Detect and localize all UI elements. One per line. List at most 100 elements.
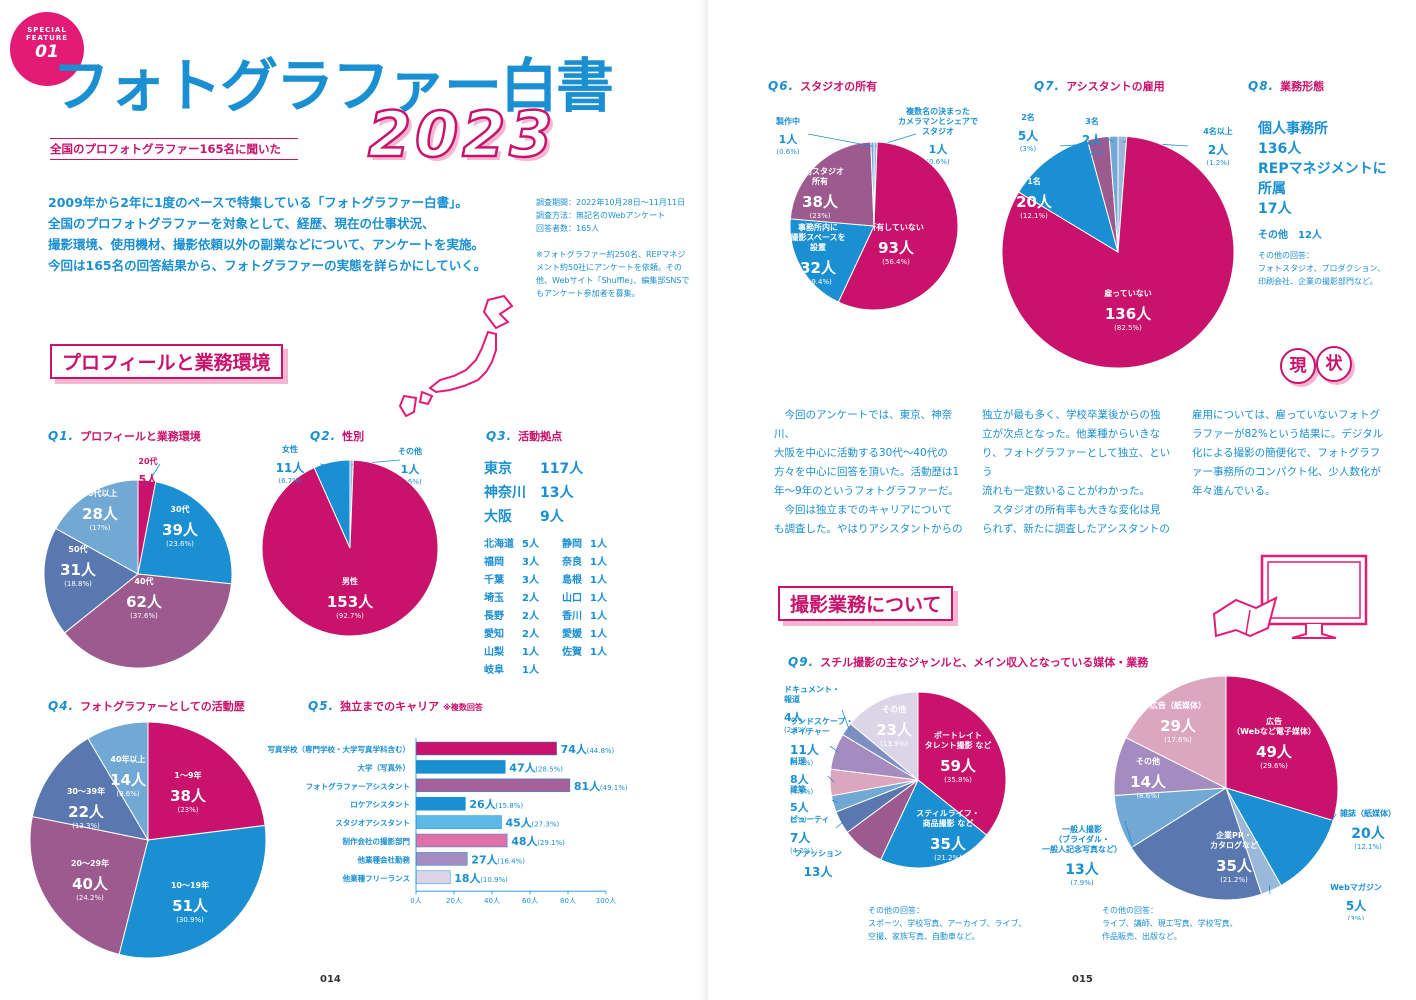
location-name: 香川 (562, 611, 582, 622)
q8-content: 個人事務所 136人 REPマネジメントに 所属 17人 その他 12人 その他… (1258, 118, 1408, 288)
slice-percent: (30.9%) (176, 916, 204, 924)
slice-count: 32人 (800, 259, 837, 277)
title-subtitle: 全国のプロフォトグラファー165名に聞いた (50, 138, 298, 160)
slice-count: 20人 (1016, 193, 1053, 211)
slice-percent: (21.2%) (1220, 876, 1248, 884)
q9-other-left: その他の回答： スポーツ、学校写真、アーカイブ、ライブ、 空撮、家族写真、自動車… (868, 906, 1027, 941)
slice-percent: (23%) (809, 212, 830, 220)
bar (415, 815, 502, 829)
location-row: 東京 117人 (484, 458, 597, 482)
location-name: 愛知 (484, 629, 504, 640)
slice-percent: (29.6%) (1260, 762, 1288, 770)
location-count: 117人 (540, 461, 584, 477)
pie-slice (31, 737, 150, 841)
leader-line (827, 775, 835, 783)
slice-count: 29人 (1160, 717, 1197, 735)
leader-line (319, 463, 333, 467)
slice-count: 93人 (878, 239, 915, 257)
location-count: 2人 (522, 593, 539, 604)
bar-category-label: 他業種フリーランス (342, 873, 410, 883)
slice-label: 女性 (282, 444, 298, 454)
badge-line2: FEATURE (25, 34, 69, 42)
slice-count: 11人 (276, 460, 306, 475)
slice-percent: (0.6%) (398, 478, 422, 486)
slice-label: 30代 (170, 504, 189, 514)
slice-label: 撮影スペースを (790, 232, 845, 242)
slice-percent: (13.3%) (72, 822, 100, 830)
slice-label: ファッション (794, 849, 842, 858)
pie-slice (1125, 675, 1227, 789)
location-name: 山梨 (484, 647, 504, 658)
slice-label: カタログなど (1210, 840, 1258, 850)
slice-label: ドキュメント・ (784, 685, 840, 694)
location-name: 山口 (562, 593, 582, 604)
q3-number: Q3. (486, 429, 513, 443)
main-title: フォトグラファー白書 (52, 52, 614, 120)
slice-percent: (37.6%) (130, 612, 158, 620)
x-tick-label: 80人 (560, 897, 576, 905)
pie-slice (63, 573, 233, 669)
q8-heading: Q8. 業務形態 (1248, 78, 1324, 94)
q5-title: 独立までのキャリア (340, 700, 440, 713)
leader-line (829, 745, 840, 753)
q6-heading: Q6. スタジオの所有 (768, 78, 877, 94)
location-count: 1人 (590, 647, 607, 658)
x-tick-label: 20人 (446, 897, 462, 905)
bar-value-label: 74人 (561, 742, 588, 756)
slice-label: 1名 (1027, 176, 1041, 186)
slice-percent: (56.4%) (882, 258, 910, 266)
slice-label: 製作中 (775, 116, 800, 126)
pie-slice (917, 691, 1007, 836)
q6-title: スタジオの所有 (800, 80, 878, 93)
q4-heading: Q4. フォトグラファーとしての活動歴 (48, 698, 245, 714)
location-row: 長野 2人 (484, 607, 547, 625)
pie-slice (837, 141, 959, 311)
slice-percent: (3%) (790, 816, 807, 824)
slice-label: ランドスケープ・ (790, 716, 854, 726)
article-column-3: 雇用については、雇っていないフォトグ ラファーが82%という結果に。デジタル 化… (1192, 409, 1384, 497)
bar-value-label: 26人 (469, 797, 496, 811)
leader-line (831, 799, 838, 804)
location-row: 愛知 2人 (484, 625, 547, 643)
slice-label: 20代 (138, 456, 157, 466)
location-count: 1人 (590, 593, 607, 604)
bar-value-label: 47人 (509, 760, 536, 774)
slice-label: 建築 (789, 784, 807, 794)
location-name: 佐賀 (562, 647, 582, 658)
bar-value-label: 48人 (511, 834, 538, 848)
x-tick-label: 100人 (596, 897, 616, 905)
slice-label: ポートレイト (934, 730, 982, 740)
slice-count: 8人 (790, 772, 810, 786)
q8-label-1: 個人事務所 (1258, 121, 1328, 137)
bar (415, 760, 506, 774)
location-count: 9人 (540, 509, 564, 525)
q4-number: Q4. (48, 699, 75, 713)
location-name: 静岡 (562, 539, 582, 550)
slice-label: 専用スタジオ (796, 166, 844, 176)
slice-label: 事務所内に (798, 222, 838, 232)
slice-count: 2人 (1208, 142, 1229, 157)
slice-label: ネイチャー (790, 726, 830, 736)
location-count: 2人 (522, 629, 539, 640)
slice-label: 1〜9年 (174, 770, 201, 780)
pie-slice (137, 481, 233, 585)
pie-slice (87, 721, 149, 842)
article-column-2: 独立が最も多く、学校卒業後からの独 立が次点となった。他業種からいきな り、フォ… (982, 409, 1171, 535)
pie-slice (849, 691, 919, 782)
slice-count: 13人 (1065, 861, 1099, 878)
bar-percent-label: (27.3%) (532, 821, 560, 829)
leader-line (1308, 813, 1337, 855)
genkyo-char-1: 現 (1280, 348, 1316, 384)
left-page: SPECIAL FEATURE 01 フォトグラファー白書 2023 全国のプロ… (10, 12, 690, 985)
bar-percent-label: (15.8%) (495, 802, 523, 810)
slice-percent: (17%) (89, 524, 110, 532)
slice-count: 14人 (110, 771, 147, 789)
bar-value-label: 81人 (574, 779, 601, 793)
location-row: 埼玉 2人 (484, 589, 547, 607)
q3-other-locations-left: 北海道 5人 福岡 3人 千葉 3人 埼玉 2人 長野 2人 愛知 2人 山梨 1人 岐阜 1人 (484, 535, 547, 679)
section-heading-shooting: 撮影業務について (778, 586, 954, 621)
slice-percent: (12.1%) (1020, 212, 1048, 220)
slice-count: 40人 (72, 875, 109, 893)
location-count: 1人 (590, 611, 607, 622)
